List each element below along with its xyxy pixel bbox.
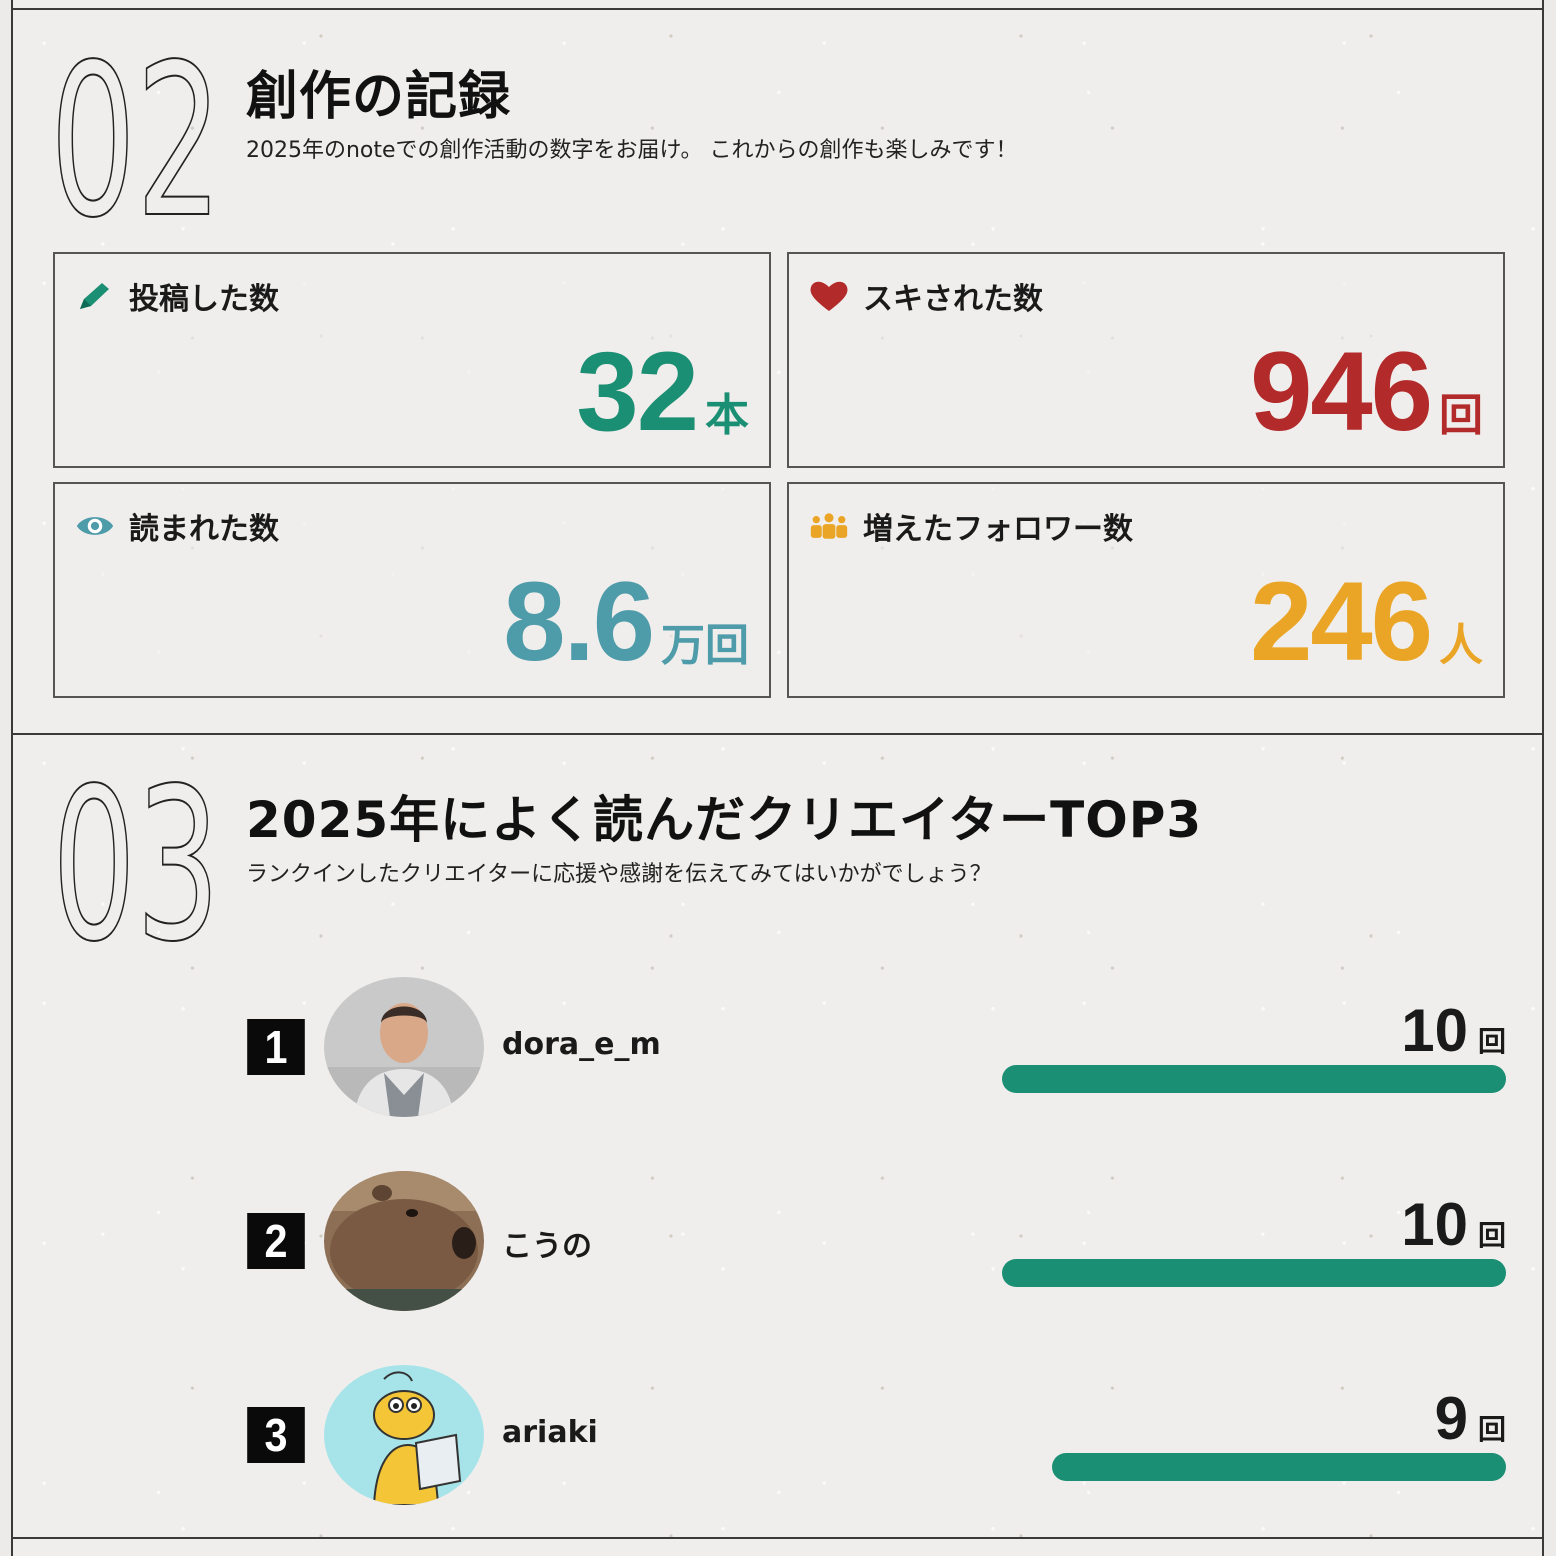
- section-title: 2025年によく読んだクリエイターTOP3: [246, 791, 1203, 849]
- stat-label: 投稿した数: [129, 282, 279, 317]
- stat-card-posts: 投稿した数 32 本: [53, 252, 771, 468]
- stat-unit: 人: [1439, 620, 1483, 671]
- svg-text:02: 02: [50, 56, 222, 226]
- avatar[interactable]: [324, 1171, 484, 1311]
- read-count-bar: [1002, 1065, 1506, 1093]
- read-count-unit: 回: [1477, 1219, 1506, 1252]
- heart-icon: [809, 278, 849, 314]
- stat-label: 増えたフォロワー数: [863, 512, 1133, 547]
- rank-badge: 1: [247, 1019, 305, 1075]
- creator-name[interactable]: dora_e_m: [502, 1027, 661, 1062]
- read-count: 10: [1401, 997, 1468, 1064]
- creator-name[interactable]: ariaki: [502, 1415, 598, 1450]
- stat-value: 246: [1250, 559, 1433, 684]
- stat-label: スキされた数: [863, 282, 1043, 317]
- section-title: 創作の記録: [246, 67, 512, 127]
- svg-text:03: 03: [52, 780, 220, 950]
- divider: [11, 8, 1544, 10]
- stat-value: 946: [1250, 329, 1433, 454]
- stat-unit: 回: [1439, 390, 1483, 441]
- stat-unit: 万回: [661, 620, 749, 671]
- people-icon: [809, 508, 849, 544]
- rank-badge: 2: [247, 1213, 305, 1269]
- stat-card-views: 読まれた数 8.6 万回: [53, 482, 771, 698]
- read-count: 9: [1434, 1385, 1468, 1452]
- ranking-row[interactable]: 2 こうの 10 回: [244, 1171, 1506, 1311]
- stat-unit: 本: [705, 390, 749, 441]
- section-subtitle: ランクインしたクリエイターに応援や感謝を伝えてみてはいかがでしょう？: [246, 862, 992, 887]
- read-count-bar: [1052, 1453, 1506, 1481]
- avatar[interactable]: [324, 1365, 484, 1505]
- stat-card-followers: 増えたフォロワー数 246 人: [787, 482, 1505, 698]
- section-number-02: 02: [50, 56, 223, 226]
- avatar[interactable]: [324, 977, 484, 1117]
- stat-value: 8.6: [503, 559, 655, 684]
- eye-icon: [75, 508, 115, 544]
- page-frame: [11, 0, 1544, 1556]
- pencil-icon: [75, 278, 115, 314]
- stat-card-likes: スキされた数 946 回: [787, 252, 1505, 468]
- stat-value: 32: [576, 329, 699, 454]
- section-number-03: 03: [52, 780, 221, 950]
- ranking-row[interactable]: 3 ariaki 9 回: [244, 1365, 1506, 1505]
- read-count: 10: [1401, 1191, 1468, 1258]
- section-subtitle: 2025年のnoteでの創作活動の数字をお届け。 これからの創作も楽しみです！: [246, 138, 1018, 163]
- read-count-unit: 回: [1477, 1413, 1506, 1446]
- stat-label: 読まれた数: [129, 512, 279, 547]
- divider: [11, 733, 1544, 735]
- read-count-bar: [1002, 1259, 1506, 1287]
- creator-name[interactable]: こうの: [502, 1229, 592, 1264]
- divider: [11, 1537, 1544, 1539]
- ranking-row[interactable]: 1 dora_e_m 10 回: [244, 977, 1506, 1117]
- rank-badge: 3: [247, 1407, 305, 1463]
- read-count-unit: 回: [1477, 1025, 1506, 1058]
